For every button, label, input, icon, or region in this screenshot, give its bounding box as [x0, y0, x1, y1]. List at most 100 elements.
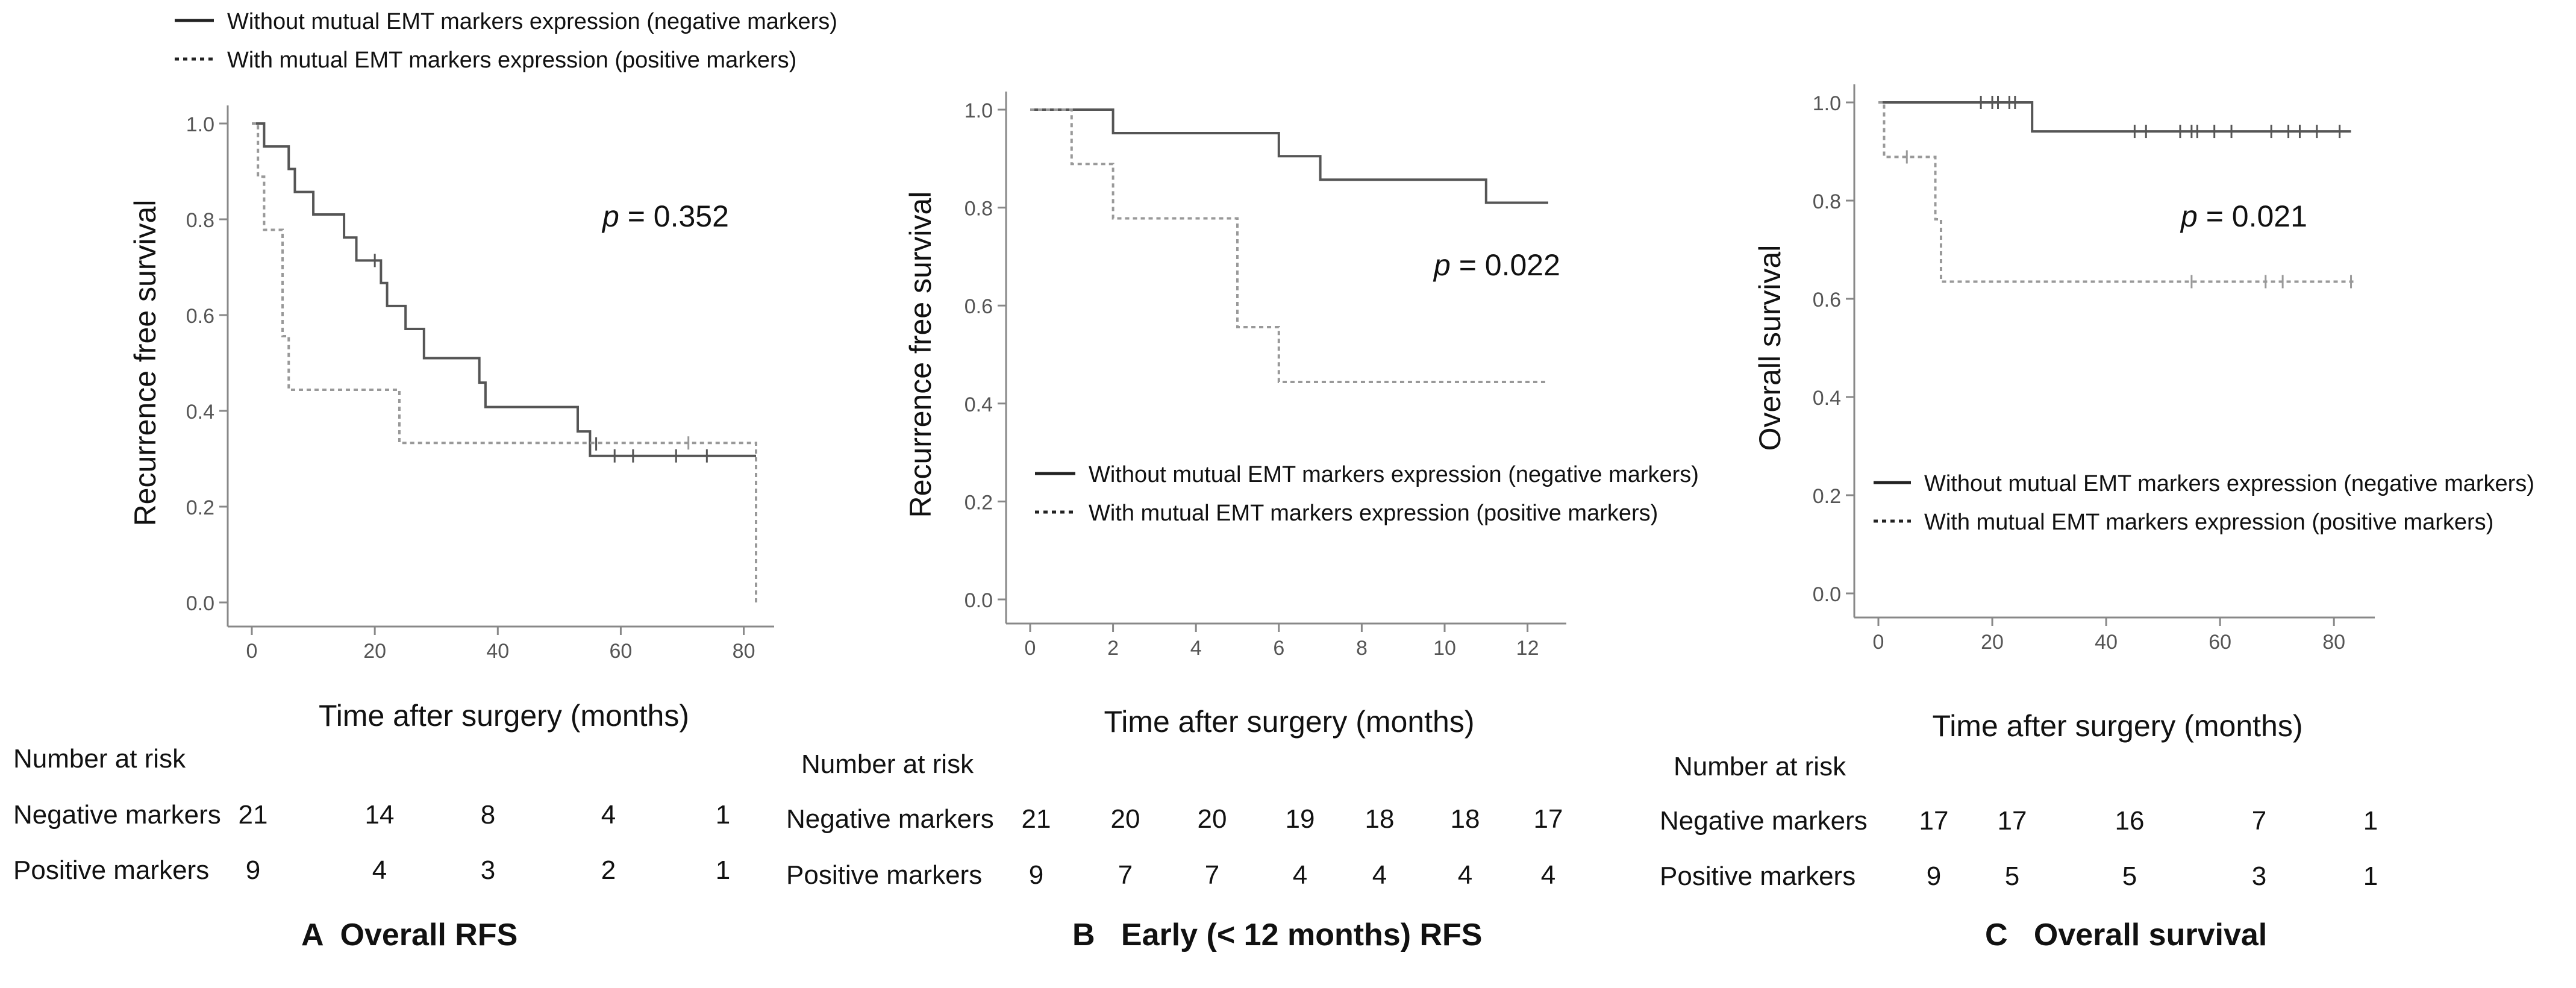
risk-row-label: Positive markers [13, 855, 210, 885]
risk-count: 4 [1292, 860, 1308, 890]
risk-count: 18 [1365, 804, 1395, 834]
y-tick-label: 1.0 [964, 99, 993, 122]
x-tick-label: 0 [246, 640, 258, 663]
risk-count: 4 [1372, 860, 1387, 890]
risk-count: 3 [2251, 861, 2267, 891]
risk-count: 1 [715, 855, 731, 885]
y-tick-label: 0.4 [186, 401, 214, 424]
p-value: p = 0.352 [601, 199, 729, 233]
y-tick-label: 0.6 [1813, 289, 1841, 311]
risk-row-label: Negative markers [1660, 806, 1868, 836]
x-tick-label: 80 [2322, 631, 2345, 654]
x-tick-label: 10 [1433, 637, 1456, 660]
risk-count: 16 [2115, 806, 2145, 836]
risk-row-label: Negative markers [13, 800, 221, 830]
x-tick-label: 6 [1273, 637, 1284, 660]
risk-row-label: Positive markers [786, 860, 983, 890]
risk-count: 5 [2122, 861, 2137, 891]
risk-count: 17 [1533, 804, 1563, 834]
y-tick-label: 0.8 [964, 198, 993, 220]
panel-title: A Overall RFS [301, 918, 518, 952]
risk-table-header: Number at risk [801, 749, 974, 779]
x-axis-label: Time after surgery (months) [1933, 709, 2303, 743]
risk-row-label: Negative markers [786, 804, 994, 834]
y-tick-label: 0.6 [964, 295, 993, 318]
x-tick-label: 40 [486, 640, 509, 663]
x-axis-label: Time after surgery (months) [319, 699, 689, 733]
risk-count: 4 [1457, 860, 1473, 890]
risk-count: 1 [715, 800, 731, 830]
legend-label-positive: With mutual EMT markers expression (posi… [1089, 501, 1658, 526]
risk-count: 4 [1540, 860, 1556, 890]
x-tick-label: 60 [2209, 631, 2231, 654]
x-tick-label: 20 [1981, 631, 2004, 654]
survival-curve-positive [1878, 101, 2357, 283]
risk-count: 14 [364, 800, 395, 830]
panel-title: B Early (< 12 months) RFS [1072, 918, 1483, 952]
y-tick-label: 0.2 [186, 496, 214, 519]
y-tick-label: 0.8 [186, 209, 214, 232]
y-tick-label: 0.4 [964, 393, 993, 416]
risk-count: 21 [238, 800, 268, 830]
x-axis-label: Time after surgery (months) [1104, 705, 1475, 739]
risk-count: 9 [1926, 861, 1942, 891]
risk-count: 4 [372, 855, 387, 885]
survival-curve-positive [252, 122, 757, 602]
y-tick-label: 0.6 [186, 305, 214, 328]
y-axis-label: Recurrence free survival [128, 200, 162, 527]
y-tick-label: 0.4 [1813, 387, 1841, 410]
x-tick-label: 40 [2095, 631, 2118, 654]
x-tick-label: 4 [1190, 637, 1202, 660]
risk-count: 5 [2004, 861, 2020, 891]
risk-count: 3 [480, 855, 496, 885]
y-tick-label: 0.0 [1813, 583, 1841, 606]
risk-count: 7 [1204, 860, 1220, 890]
legend-label-negative: Without mutual EMT markers expression (n… [1089, 462, 1699, 487]
legend-label-positive: With mutual EMT markers expression (posi… [227, 48, 796, 73]
risk-count: 2 [601, 855, 616, 885]
risk-count: 8 [480, 800, 496, 830]
legend-label-positive: With mutual EMT markers expression (posi… [1924, 510, 2493, 535]
risk-count: 4 [601, 800, 616, 830]
survival-curve-negative [1878, 101, 2351, 133]
legend-label-negative: Without mutual EMT markers expression (n… [227, 9, 837, 34]
risk-count: 17 [1919, 806, 1949, 836]
panel-title: C Overall survival [1985, 918, 2268, 952]
risk-count: 21 [1021, 804, 1051, 834]
risk-count: 19 [1285, 804, 1315, 834]
x-tick-label: 60 [610, 640, 633, 663]
y-tick-label: 0.2 [1813, 485, 1841, 508]
risk-count: 20 [1197, 804, 1227, 834]
y-tick-label: 0.2 [964, 491, 993, 514]
risk-count: 1 [2363, 861, 2378, 891]
survival-curve-positive [1030, 108, 1548, 384]
y-axis-label: Overall survival [1753, 245, 1787, 451]
x-tick-label: 0 [1025, 637, 1036, 660]
y-tick-label: 0.8 [1813, 190, 1841, 213]
x-tick-label: 80 [733, 640, 755, 663]
y-tick-label: 0.0 [186, 592, 214, 615]
risk-table-header: Number at risk [13, 744, 186, 774]
risk-count: 18 [1450, 804, 1480, 834]
x-tick-label: 2 [1107, 637, 1119, 660]
risk-count: 20 [1110, 804, 1140, 834]
p-value: p = 0.022 [1433, 248, 1560, 282]
risk-row-label: Positive markers [1660, 861, 1856, 891]
risk-count: 1 [2363, 806, 2378, 836]
x-tick-label: 8 [1356, 637, 1368, 660]
risk-table-header: Number at risk [1674, 752, 1846, 781]
y-tick-label: 1.0 [1813, 92, 1841, 115]
legend-label-negative: Without mutual EMT markers expression (n… [1924, 471, 2534, 496]
risk-count: 7 [1118, 860, 1133, 890]
risk-count: 9 [245, 855, 261, 885]
x-tick-label: 20 [363, 640, 386, 663]
x-tick-label: 12 [1516, 637, 1539, 660]
y-axis-label: Recurrence free survival [904, 192, 937, 518]
survival-curve-negative [252, 122, 756, 457]
risk-count: 9 [1028, 860, 1044, 890]
y-tick-label: 1.0 [186, 113, 214, 136]
x-tick-label: 0 [1873, 631, 1884, 654]
p-value: p = 0.021 [2180, 199, 2307, 233]
risk-count: 17 [1997, 806, 2027, 836]
